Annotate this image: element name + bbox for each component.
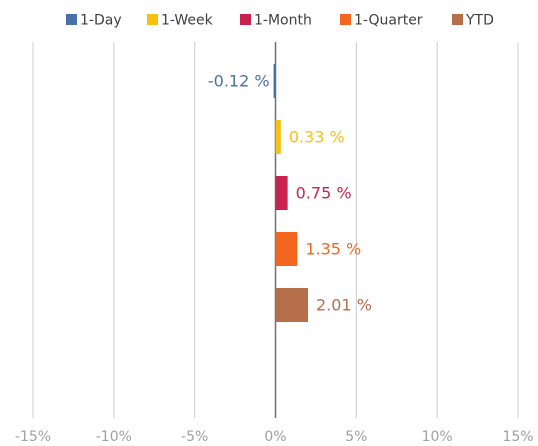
x-tick-label: -15% xyxy=(15,429,51,445)
legend-swatch xyxy=(66,14,77,25)
legend-swatch xyxy=(340,14,351,25)
data-label: 0.75 % xyxy=(296,184,352,203)
legend-label: 1-Week xyxy=(161,13,214,29)
x-tick-label: 15% xyxy=(502,429,533,445)
legend-swatch xyxy=(452,14,463,25)
x-tick-label: 10% xyxy=(422,429,453,445)
x-tick-label: 0% xyxy=(264,429,286,445)
bar xyxy=(275,176,288,210)
legend-swatch xyxy=(240,14,251,25)
data-label: 1.35 % xyxy=(305,240,361,259)
legend-label: 1-Day xyxy=(80,13,122,29)
bar xyxy=(275,120,281,154)
bar xyxy=(275,232,298,266)
data-label: 0.33 % xyxy=(289,128,345,147)
bar xyxy=(275,288,308,322)
legend-label: 1-Month xyxy=(254,13,312,29)
legend-label: YTD xyxy=(465,13,494,29)
x-tick-label: 5% xyxy=(345,429,367,445)
legend-swatch xyxy=(147,14,158,25)
data-label: -0.12 % xyxy=(208,72,270,91)
bar xyxy=(273,64,276,98)
legend-label: 1-Quarter xyxy=(354,13,423,29)
data-label: 2.01 % xyxy=(316,296,372,315)
x-tick-label: -5% xyxy=(181,429,208,445)
x-tick-label: -10% xyxy=(96,429,132,445)
